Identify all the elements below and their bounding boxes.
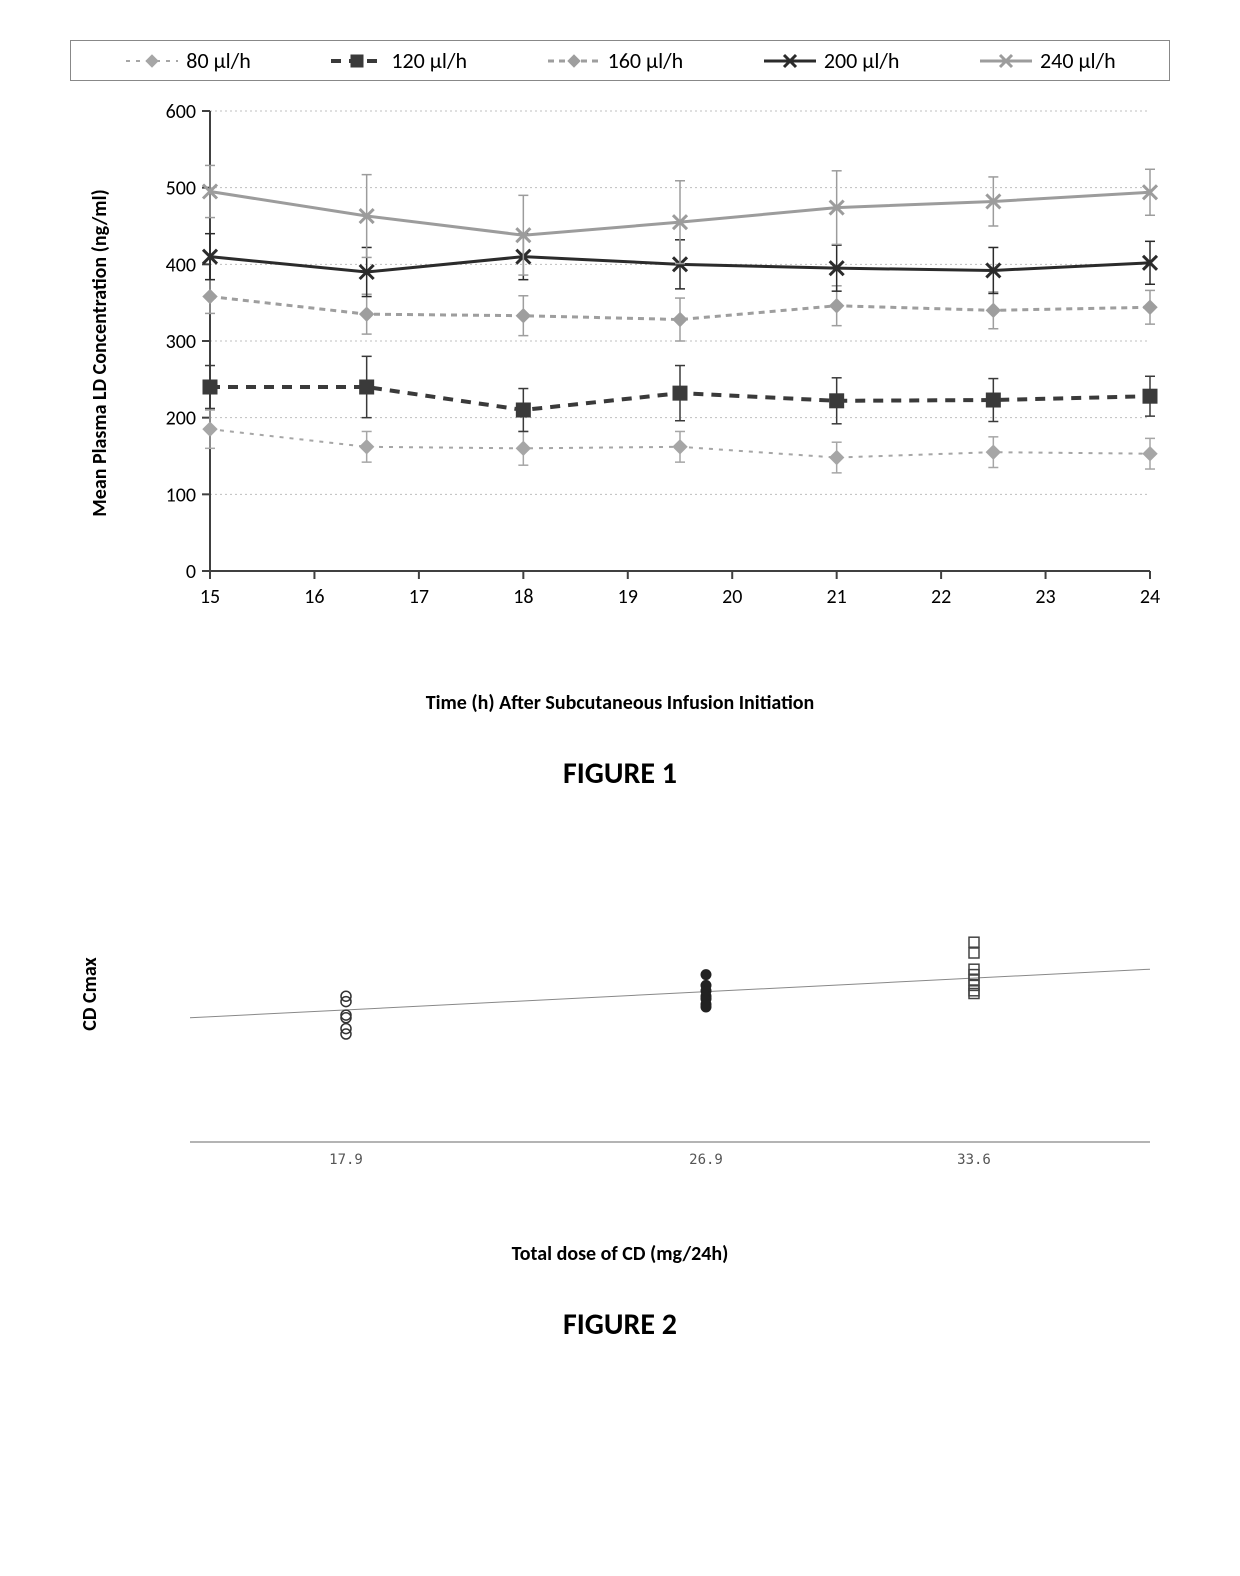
svg-text:600: 600	[166, 100, 196, 124]
svg-text:22: 22	[931, 585, 951, 609]
figure1-title: FIGURE 1	[40, 755, 1200, 792]
legend-label: 80 µl/h	[186, 47, 250, 74]
svg-text:17.9: 17.9	[329, 1152, 363, 1168]
svg-text:100: 100	[166, 483, 196, 507]
legend-label: 120 µl/h	[391, 47, 467, 74]
figure-1: 80 µl/h120 µl/h160 µl/h200 µl/h240 µl/h …	[70, 40, 1170, 715]
svg-text:16: 16	[304, 585, 324, 609]
svg-text:19: 19	[618, 585, 638, 609]
svg-text:18: 18	[513, 585, 533, 609]
figure2-y-label: CD Cmax	[78, 914, 102, 1074]
svg-text:21: 21	[827, 585, 847, 609]
legend-item: 240 µl/h	[978, 47, 1116, 74]
svg-text:15: 15	[200, 585, 220, 609]
svg-text:200: 200	[166, 407, 196, 431]
legend-label: 240 µl/h	[1040, 47, 1116, 74]
svg-text:24: 24	[1140, 585, 1160, 609]
legend-item: 160 µl/h	[546, 47, 684, 74]
figure1-legend: 80 µl/h 120 µl/h 160 µl/h 200 µl/h 240 µl/h	[70, 40, 1170, 81]
svg-text:17: 17	[409, 585, 429, 609]
legend-item: 80 µl/h	[124, 47, 250, 74]
legend-item: 200 µl/h	[762, 47, 900, 74]
svg-text:33.6: 33.6	[957, 1152, 991, 1168]
legend-label: 160 µl/h	[608, 47, 684, 74]
figure1-y-label: Mean Plasma LD Concentration (ng/ml)	[88, 123, 112, 583]
figure2-plot: 17.9 26.9 33.6	[170, 852, 1170, 1192]
svg-text:400: 400	[166, 253, 196, 277]
figure2-title: FIGURE 2	[40, 1306, 1200, 1343]
svg-text:20: 20	[722, 585, 742, 609]
legend-item: 120 µl/h	[329, 47, 467, 74]
legend-label: 200 µl/h	[824, 47, 900, 74]
figure2-x-label: Total dose of CD (mg/24h)	[70, 1242, 1170, 1266]
svg-text:300: 300	[166, 330, 196, 354]
svg-text:500: 500	[166, 177, 196, 201]
svg-text:0: 0	[186, 560, 196, 584]
figure1-x-label: Time (h) After Subcutaneous Infusion Ini…	[70, 691, 1170, 715]
figure1-plot: 0 100 200 300 400 500 600 15 16 17 18 19 20 21 22 23 24	[150, 91, 1170, 631]
svg-text:23: 23	[1035, 585, 1055, 609]
svg-text:26.9: 26.9	[689, 1152, 723, 1168]
figure-2: CD Cmax 17.9 26.9 33.6 Total dose of CD (m…	[70, 852, 1170, 1266]
